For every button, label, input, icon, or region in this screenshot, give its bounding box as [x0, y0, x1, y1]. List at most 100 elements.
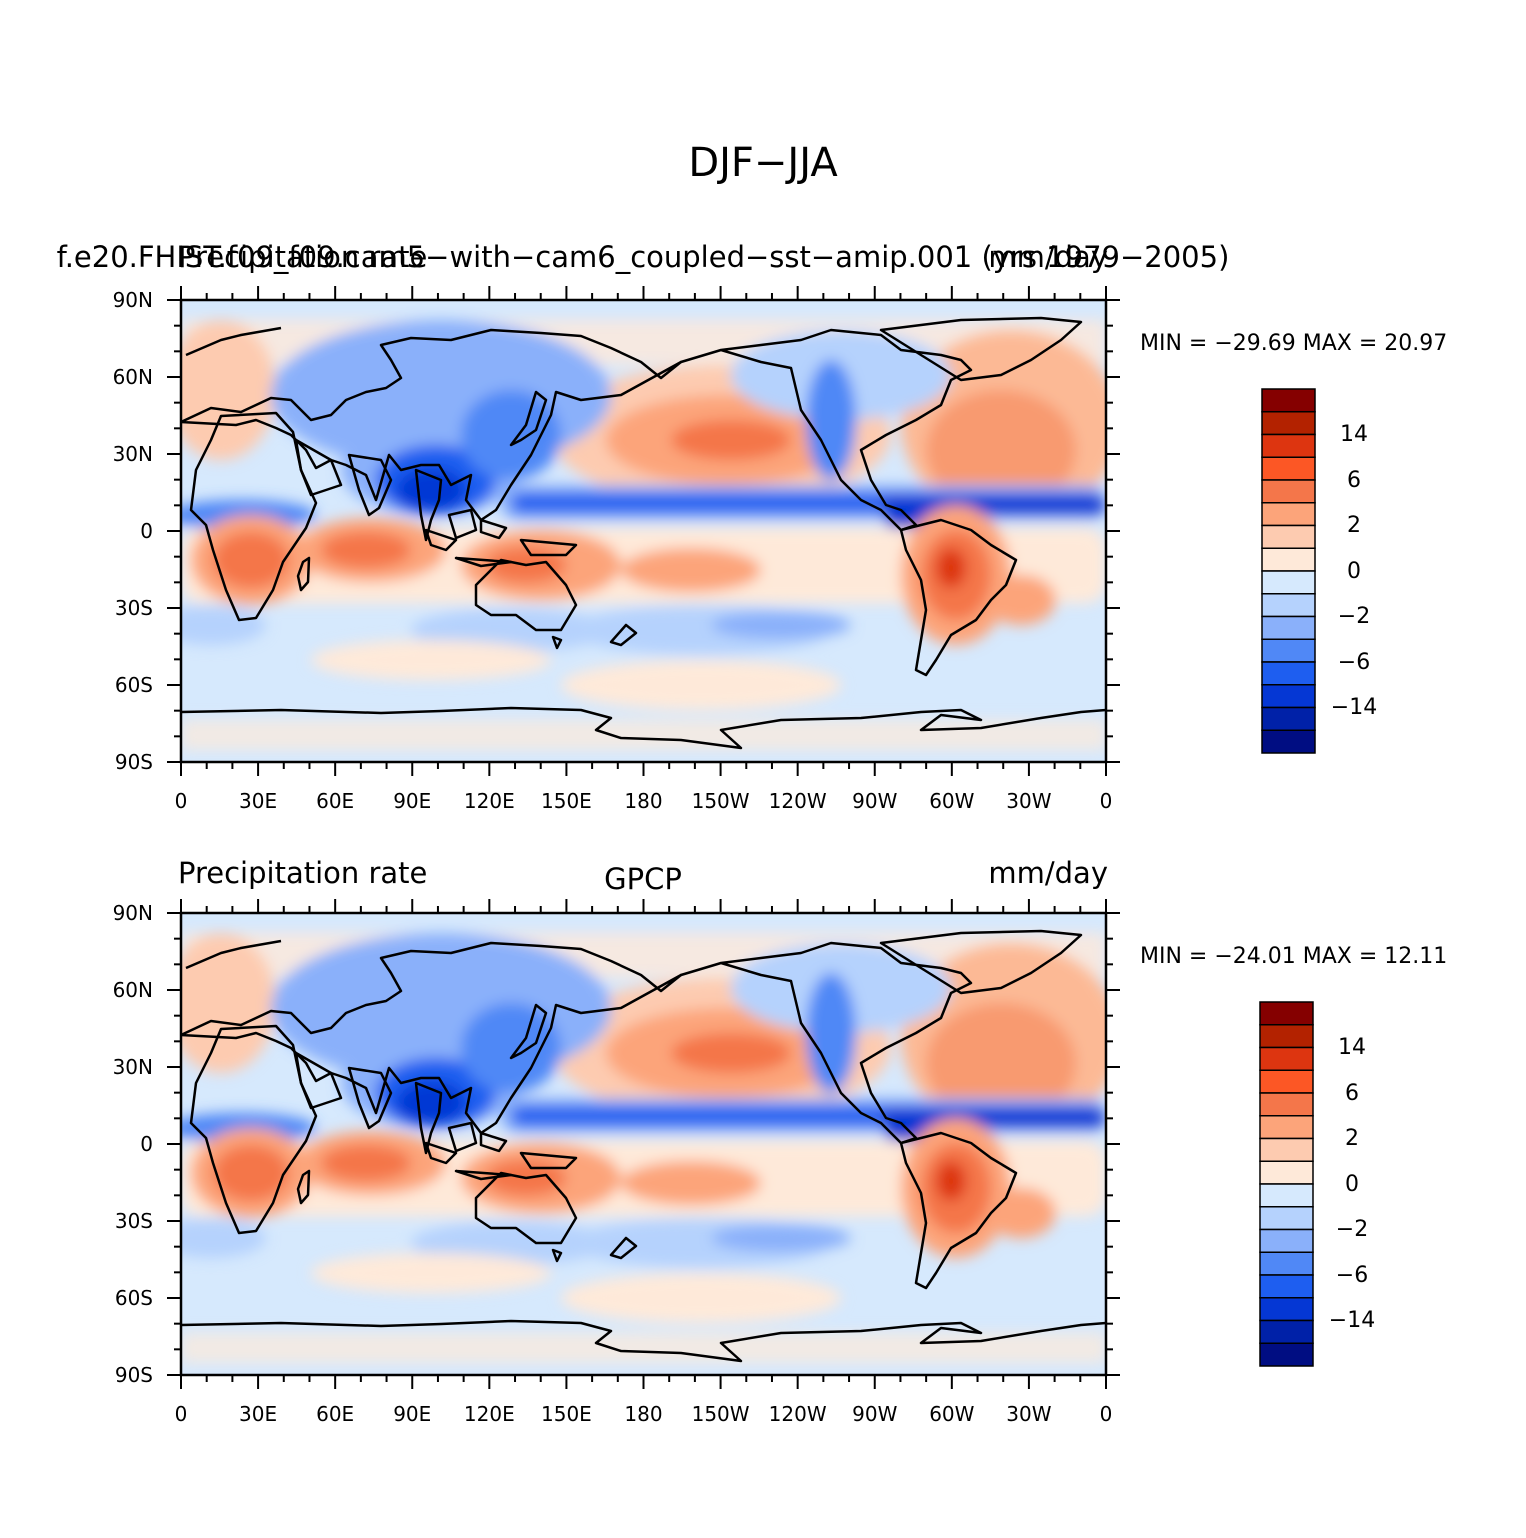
colorbar-label: 0: [1345, 1171, 1359, 1197]
colorbar-label: −14: [1328, 1308, 1376, 1333]
panel1-right-title: mm/day: [988, 240, 1108, 274]
lat-tick-label: 0: [140, 1132, 153, 1156]
lon-tick-label: 150W: [691, 789, 750, 813]
panel1-left-title: Precipitation rate: [178, 240, 428, 274]
figure-title: DJF−JJA: [688, 140, 838, 186]
colorbar-swatch: [1259, 1206, 1314, 1231]
lon-tick-label: 30W: [1006, 789, 1052, 813]
lon-tick-label: 90W: [852, 1402, 898, 1426]
colorbar-label: −2: [1335, 1217, 1369, 1242]
lon-tick-label: 60E: [316, 789, 355, 813]
colorbar-swatch: [1261, 638, 1316, 663]
lon-tick-label: 0: [174, 1402, 188, 1426]
lon-tick-label: 120E: [463, 1402, 515, 1426]
lon-tick-label: 0: [174, 789, 188, 813]
colorbar-swatch: [1259, 1115, 1314, 1140]
lat-tick-label: 60N: [112, 365, 153, 389]
lon-tick-label: 90W: [852, 789, 898, 813]
colorbar-swatch: [1259, 1228, 1314, 1253]
panel1-center-title: f.e20.FHIST.f09_f09.cam5−with−cam6_coupl…: [56, 240, 1230, 274]
colorbar-swatch: [1259, 1046, 1314, 1071]
lat-tick-label: 60N: [112, 978, 153, 1002]
panel1-min-max: MIN = −29.69 MAX = 20.97: [1140, 331, 1448, 356]
colorbar-swatch: [1261, 593, 1316, 618]
lon-tick-label: 120E: [463, 789, 515, 813]
colorbar-label: 6: [1347, 467, 1361, 493]
panel2-center-title: GPCP: [604, 862, 682, 896]
lon-tick-label: 60W: [929, 1402, 975, 1426]
lon-tick-label: 60E: [316, 1402, 355, 1426]
panel2-map: [167, 899, 1120, 1389]
lon-tick-label: 120W: [768, 1402, 827, 1426]
lon-tick-label: 150E: [541, 789, 592, 813]
lon-tick-label: 30W: [1006, 1402, 1052, 1426]
panel2-min-max: MIN = −24.01 MAX = 12.11: [1140, 944, 1448, 969]
colorbar-swatch: [1259, 1319, 1314, 1344]
lat-tick-label: 30N: [112, 1055, 153, 1079]
lon-tick-label: 120W: [768, 789, 827, 813]
colorbar-label: 14: [1340, 422, 1368, 447]
panel2-colorbar: [1259, 1001, 1314, 1367]
colorbar-swatch: [1259, 1137, 1314, 1162]
colorbar-swatch: [1261, 615, 1316, 640]
lat-tick-label: 90N: [112, 901, 153, 925]
lon-tick-label: 90E: [393, 789, 432, 813]
colorbar-label: −2: [1337, 604, 1371, 629]
lon-tick-label: 150E: [541, 1402, 592, 1426]
colorbar-label: −14: [1330, 695, 1378, 720]
colorbar-swatch: [1259, 1183, 1314, 1208]
panel2-left-title: Precipitation rate: [178, 856, 428, 890]
lat-tick-label: 60S: [114, 673, 153, 697]
colorbar-label: 14: [1338, 1035, 1366, 1060]
colorbar-swatch: [1261, 433, 1316, 458]
colorbar-swatch: [1261, 570, 1316, 595]
colorbar-label: 0: [1347, 558, 1361, 584]
lon-tick-label: 90E: [393, 1402, 432, 1426]
lon-tick-label: 60W: [929, 789, 975, 813]
lon-tick-label: 180: [624, 789, 663, 813]
colorbar-swatch: [1261, 661, 1316, 686]
colorbar-swatch: [1261, 729, 1316, 754]
lat-tick-label: 30N: [112, 442, 153, 466]
lon-tick-label: 180: [624, 1402, 663, 1426]
colorbar-swatch: [1259, 1069, 1314, 1094]
colorbar-swatch: [1261, 684, 1316, 709]
lon-tick-label: 30E: [239, 789, 278, 813]
lat-tick-label: 90S: [114, 1363, 153, 1387]
colorbar-swatch: [1259, 1024, 1314, 1049]
lon-tick-label: 30E: [239, 1402, 278, 1426]
lat-tick-label: 90S: [114, 750, 153, 774]
colorbar-label: −6: [1335, 1262, 1369, 1288]
lon-tick-label: 150W: [691, 1402, 750, 1426]
colorbar-swatch: [1261, 502, 1316, 527]
colorbar-label: 2: [1347, 513, 1361, 538]
colorbar-label: 6: [1345, 1080, 1359, 1106]
colorbar-swatch: [1259, 1160, 1314, 1185]
colorbar-swatch: [1261, 456, 1316, 481]
colorbar-swatch: [1261, 411, 1316, 436]
lat-tick-label: 30S: [114, 1209, 153, 1233]
colorbar-swatch: [1259, 1297, 1314, 1322]
colorbar-swatch: [1259, 1342, 1314, 1367]
lat-tick-label: 30S: [114, 596, 153, 620]
colorbar-swatch: [1259, 1092, 1314, 1117]
colorbar-swatch: [1261, 706, 1316, 731]
panel2-right-title: mm/day: [988, 856, 1108, 890]
lat-tick-label: 90N: [112, 288, 153, 312]
lon-tick-label: 0: [1099, 789, 1113, 813]
colorbar-label: 2: [1345, 1126, 1359, 1151]
lat-tick-label: 0: [140, 519, 153, 543]
colorbar-swatch: [1261, 388, 1316, 413]
lat-tick-label: 60S: [114, 1286, 153, 1310]
panel1-colorbar: [1261, 388, 1316, 754]
colorbar-swatch: [1261, 547, 1316, 572]
lon-tick-label: 0: [1099, 1402, 1113, 1426]
colorbar-label: −6: [1337, 649, 1371, 675]
colorbar-swatch: [1259, 1274, 1314, 1299]
panel1-map: [167, 286, 1120, 776]
colorbar-swatch: [1261, 479, 1316, 504]
colorbar-swatch: [1261, 524, 1316, 549]
colorbar-swatch: [1259, 1001, 1314, 1026]
colorbar-swatch: [1259, 1251, 1314, 1276]
